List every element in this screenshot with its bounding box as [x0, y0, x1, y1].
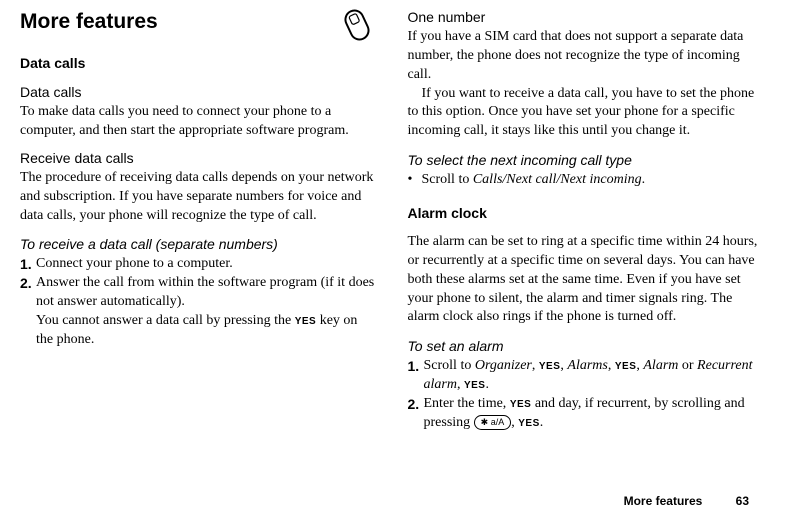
footer-label: More features	[624, 494, 703, 508]
text-fragment: or	[678, 358, 697, 373]
yes-key-label: YES	[615, 361, 637, 372]
left-column: More features Data calls Data calls To m…	[20, 8, 378, 468]
receive-subheading: Receive data calls	[20, 149, 378, 168]
step-body: Scroll to Organizer, YES, Alarms, YES, A…	[424, 357, 766, 395]
set-alarm-heading: To set an alarm	[408, 337, 766, 356]
step-text: Connect your phone to a computer.	[36, 255, 378, 274]
list-item: 2. Answer the call from within the softw…	[20, 274, 378, 350]
alarm-paragraph: The alarm can be set to ring at a specif…	[408, 233, 766, 327]
yes-key-label: YES	[510, 399, 532, 410]
data-calls-subheading: Data calls	[20, 83, 378, 102]
select-heading: To select the next incoming call type	[408, 151, 766, 170]
text-fragment: You cannot answer a data call by pressin…	[36, 313, 295, 328]
text-fragment: Scroll to	[424, 358, 475, 373]
chapter-title: More features	[20, 8, 378, 36]
yes-key-label: YES	[518, 418, 540, 429]
menu-path: Calls/Next call/Next incoming	[473, 172, 642, 187]
text-fragment: ,	[457, 377, 464, 392]
text-fragment: .	[540, 415, 544, 430]
right-column: One number If you have a SIM card that d…	[408, 8, 766, 468]
receive-proc-heading: To receive a data call (separate numbers…	[20, 235, 378, 254]
text-fragment: Scroll to	[422, 172, 473, 187]
step-number: 2.	[20, 274, 36, 350]
text-fragment: ,	[532, 358, 539, 373]
list-item: 1. Scroll to Organizer, YES, Alarms, YES…	[408, 357, 766, 395]
phone-icon	[336, 4, 378, 53]
star-key-icon: ✱ a/A	[474, 415, 512, 430]
one-number-subheading: One number	[408, 8, 766, 27]
text-fragment: .	[642, 172, 646, 187]
one-number-para2: If you want to receive a data call, you …	[408, 85, 766, 142]
step-body: Enter the time, YES and day, if recurren…	[424, 395, 766, 433]
data-calls-paragraph: To make data calls you need to connect y…	[20, 103, 378, 141]
list-item: 2. Enter the time, YES and day, if recur…	[408, 395, 766, 433]
yes-key-label: YES	[295, 316, 317, 327]
yes-key-label: YES	[464, 380, 486, 391]
data-calls-heading: Data calls	[20, 54, 378, 73]
step-number: 2.	[408, 395, 424, 433]
one-number-para1: If you have a SIM card that does not sup…	[408, 28, 766, 85]
text-fragment: Enter the time,	[424, 396, 510, 411]
bullet-text: Scroll to Calls/Next call/Next incoming.	[422, 171, 646, 190]
bullet-mark: •	[408, 171, 422, 190]
menu-item: Organizer	[475, 358, 532, 373]
step-body: Answer the call from within the software…	[36, 274, 378, 350]
menu-item: Alarms	[567, 358, 607, 373]
step-text: You cannot answer a data call by pressin…	[36, 312, 378, 350]
list-item: 1. Connect your phone to a computer.	[20, 255, 378, 274]
page-number: 63	[736, 494, 749, 508]
step-number: 1.	[408, 357, 424, 395]
menu-item: Alarm	[643, 358, 678, 373]
text-fragment: .	[485, 377, 489, 392]
bullet-item: • Scroll to Calls/Next call/Next incomin…	[408, 171, 766, 190]
alarm-heading: Alarm clock	[408, 204, 766, 223]
step-number: 1.	[20, 255, 36, 274]
yes-key-label: YES	[539, 361, 561, 372]
step-text: Answer the call from within the software…	[36, 274, 378, 312]
receive-paragraph: The procedure of receiving data calls de…	[20, 169, 378, 226]
text-fragment: ,	[608, 358, 615, 373]
page-footer: More features 63	[624, 494, 749, 508]
